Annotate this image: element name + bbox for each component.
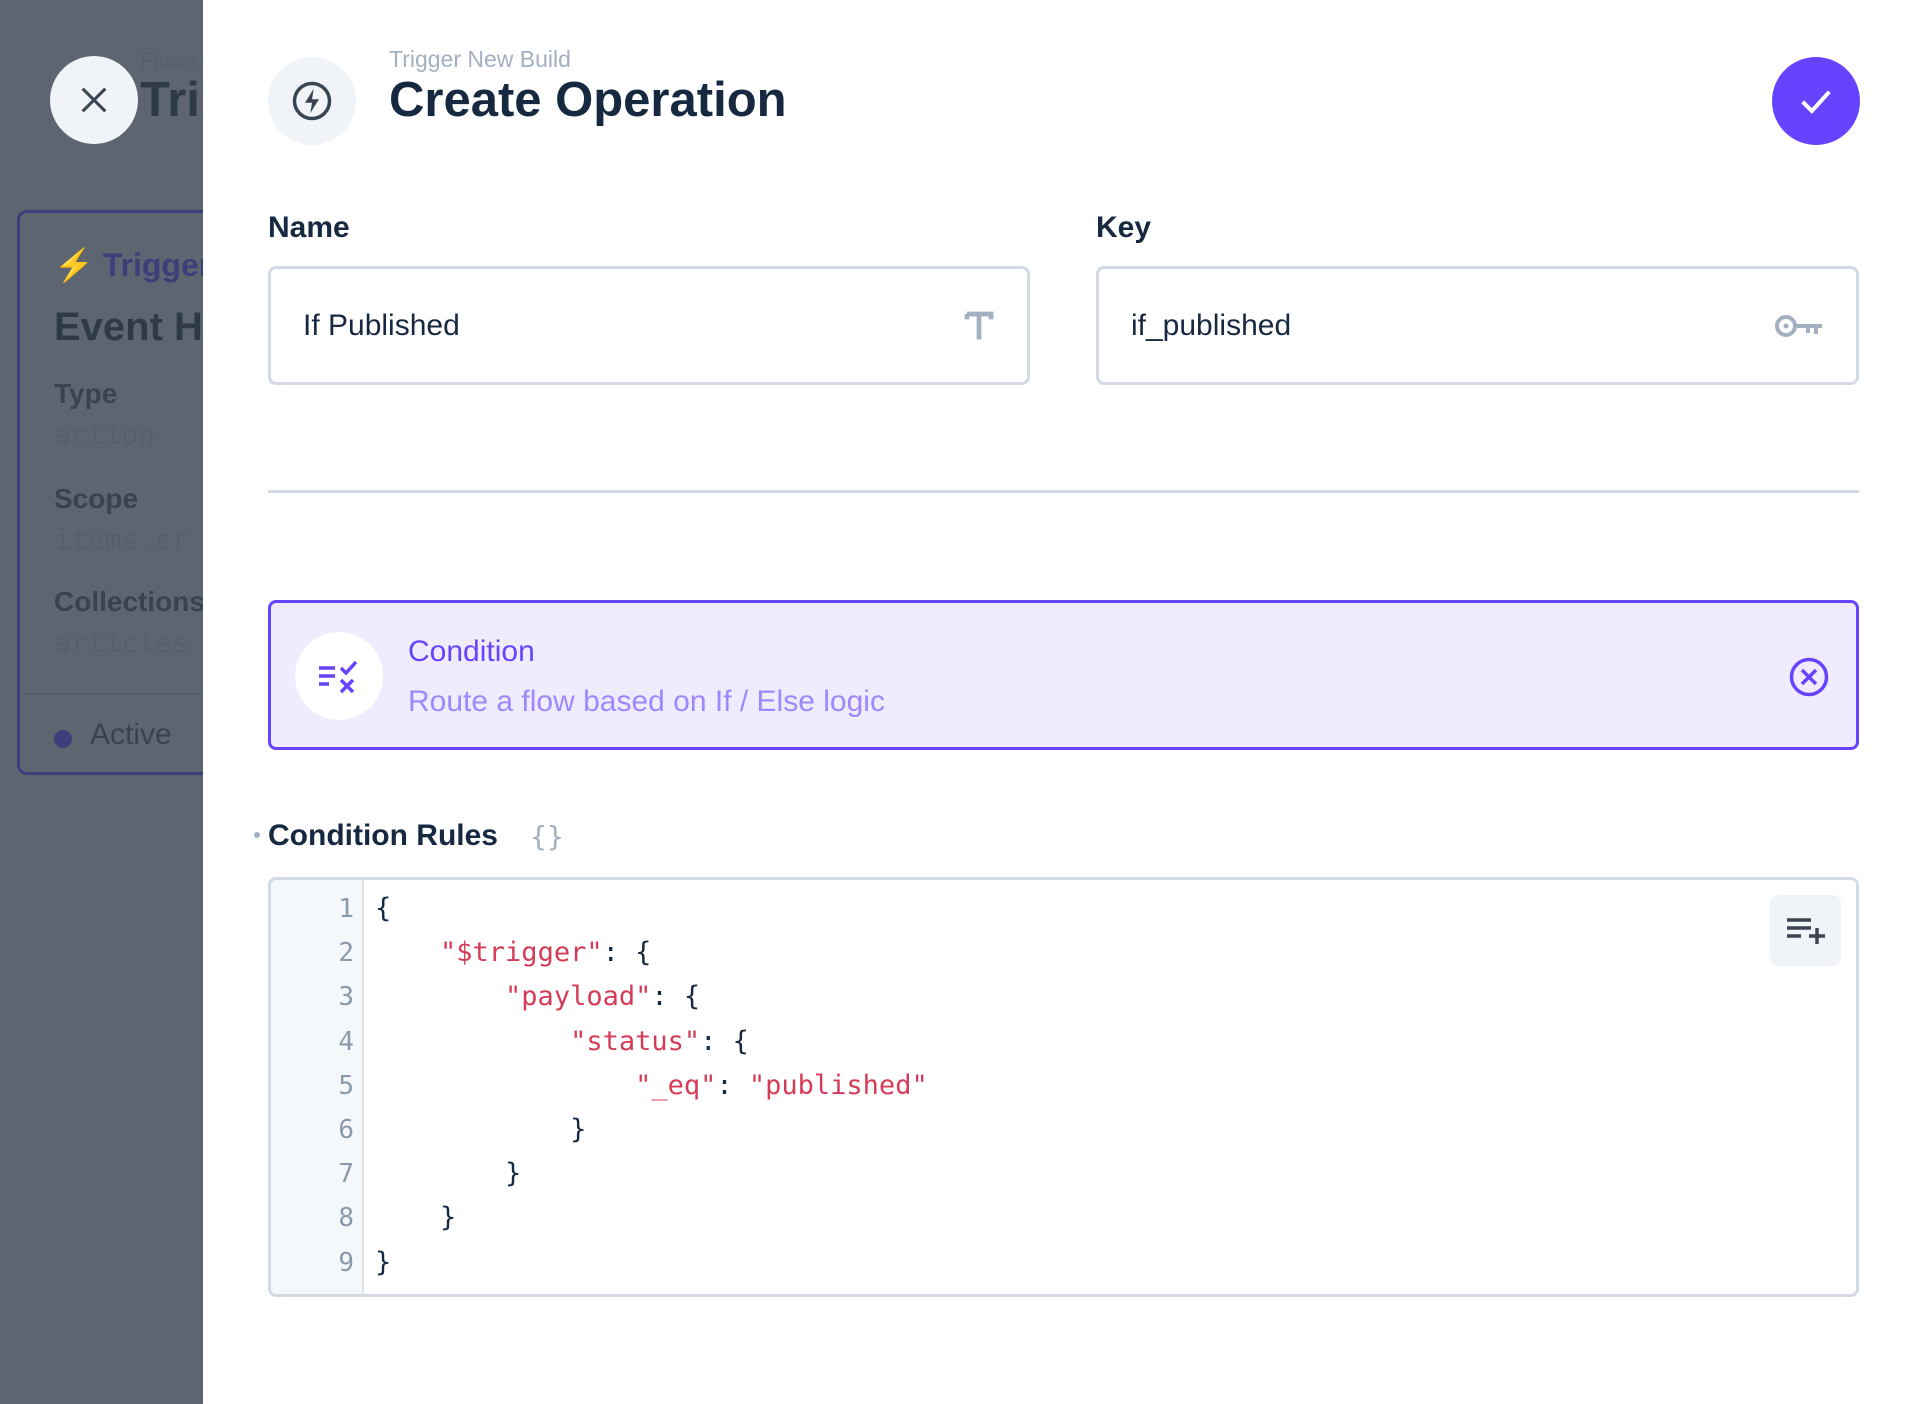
code-line: "_eq": "published" [375, 1070, 928, 1101]
name-value: If Published [303, 308, 460, 342]
bg-field-label: Collections [54, 586, 203, 617]
code-line: } [375, 1114, 586, 1145]
code-token: } [375, 1114, 587, 1145]
code-line: "$trigger": { [375, 937, 651, 968]
code-string: "status" [570, 1025, 701, 1057]
json-braces-icon: {} [530, 820, 564, 853]
operation-description: Route a flow based on If / Else logic [408, 685, 885, 718]
key-label: Key [1096, 211, 1152, 244]
check-icon [1801, 90, 1831, 114]
code-line: { [375, 893, 391, 924]
status-dot [54, 730, 72, 748]
code-line: "payload": { [375, 981, 700, 1012]
code-string: "published" [748, 1069, 928, 1101]
divider [268, 490, 1859, 493]
bg-status: Active [90, 718, 172, 751]
code-line: } [375, 1247, 391, 1278]
close-circle-icon [1789, 657, 1829, 697]
bg-breadcrumb: Flows [140, 48, 198, 73]
code-token [375, 1026, 570, 1057]
key-icon [1775, 314, 1822, 337]
background-overlay[interactable]: Flows Tri ⚡ Trigger Event H Type action … [0, 0, 203, 1404]
code-string: "payload" [505, 981, 652, 1013]
line-number: 7 [338, 1159, 354, 1190]
bg-card-title: Event H [54, 305, 203, 349]
code-token: : { [651, 981, 701, 1013]
remove-operation-button[interactable] [1788, 656, 1830, 703]
rule-icon [295, 632, 383, 720]
code-token: } [375, 1246, 392, 1278]
code-string: "$trigger" [440, 937, 603, 969]
bg-title: Tri [140, 73, 200, 127]
code-token: } [375, 1202, 457, 1234]
text-icon [964, 311, 994, 339]
bg-field-value: items.cr [54, 523, 189, 556]
name-label: Name [268, 211, 350, 244]
operation-title: Condition [408, 635, 535, 668]
operation-type-card[interactable]: Condition Route a flow based on If / Els… [268, 600, 1859, 750]
code-line: "status": { [375, 1026, 749, 1057]
line-number: 1 [338, 894, 354, 924]
close-icon [81, 87, 107, 113]
name-input[interactable]: If Published [268, 266, 1030, 385]
breadcrumb: Trigger New Build [389, 46, 571, 72]
save-button[interactable] [1772, 57, 1860, 145]
code-token: : [716, 1069, 749, 1101]
code-token: : { [700, 1025, 749, 1057]
code-token [375, 1070, 635, 1101]
bolt-icon [268, 57, 356, 145]
code-token [375, 937, 440, 968]
code-token: : { [602, 937, 652, 969]
playlist-add-icon [1786, 917, 1825, 944]
page-title: Create Operation [389, 73, 787, 127]
line-number: 4 [338, 1026, 354, 1057]
close-drawer-button[interactable] [50, 56, 138, 144]
line-gutter: 1 2 3 4 5 6 7 8 9 [271, 880, 364, 1294]
code-token [375, 981, 505, 1012]
code-line: } [375, 1158, 521, 1189]
bg-trigger-card: ⚡ Trigger Event H Type action Scope item… [17, 210, 203, 775]
required-dot [254, 832, 260, 838]
condition-rules-label: Condition Rules [268, 819, 498, 852]
line-number: 9 [338, 1247, 354, 1278]
bg-field-value: articles [54, 626, 189, 659]
bg-field-value: action [54, 418, 156, 451]
bg-field-label: Scope [54, 483, 139, 514]
bg-field-label: Type [54, 378, 118, 409]
line-number: 8 [338, 1203, 354, 1234]
insert-variable-button[interactable] [1770, 895, 1841, 966]
key-value: if_published [1131, 308, 1292, 342]
code-string: "_eq" [635, 1069, 717, 1101]
key-input[interactable]: if_published [1096, 266, 1859, 385]
line-number: 2 [338, 938, 354, 969]
code-token: } [375, 1158, 522, 1190]
code-token: { [375, 893, 392, 924]
line-number: 5 [338, 1070, 354, 1101]
code-line: } [375, 1202, 456, 1233]
line-number: 3 [338, 982, 354, 1013]
line-number: 6 [338, 1115, 354, 1145]
bg-trigger-label: ⚡ Trigger [54, 247, 203, 283]
